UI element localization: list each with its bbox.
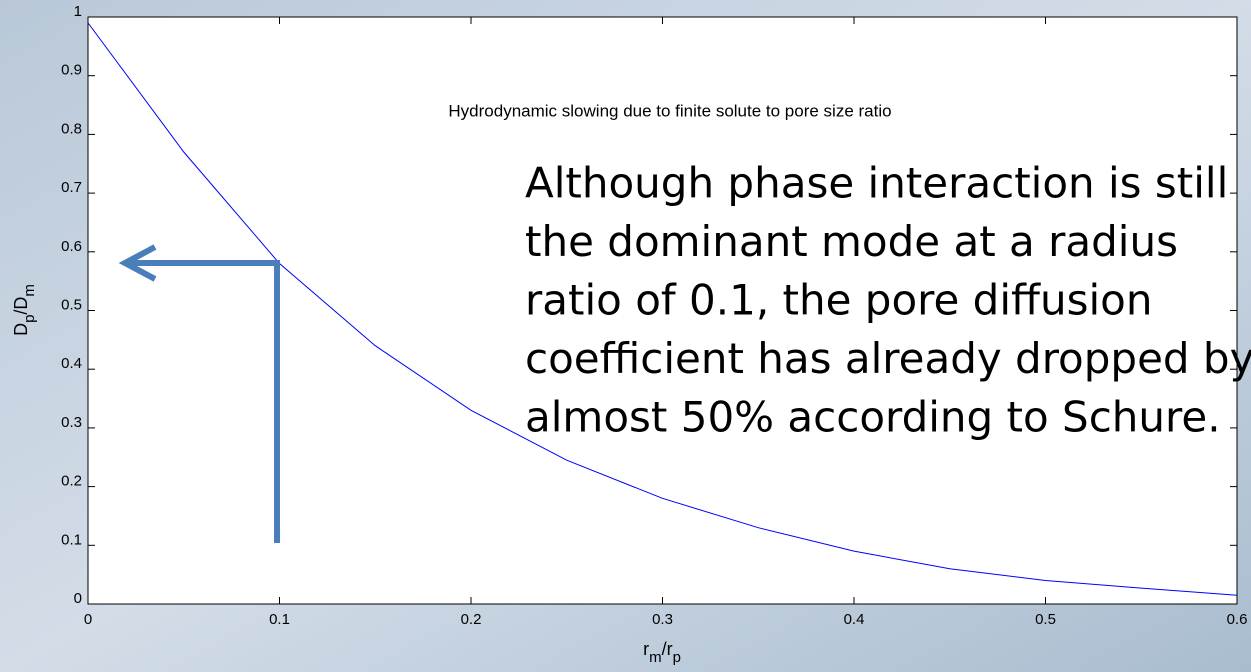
x-axis-label: rm/rp <box>643 639 681 666</box>
y-tick-label: 0.3 <box>61 414 82 431</box>
chart-title: Hydrodynamic slowing due to finite solut… <box>448 101 891 120</box>
annotation-line: Although phase interaction is still <box>525 159 1228 208</box>
chart-layer: 0 0.1 0.2 0.3 0.4 0.5 0.6 0 0.1 0.2 0.3 0.4 0.5 0.6 0.… <box>61 3 1247 628</box>
annotation-line: ratio of 0.1, the pore diffusion <box>525 276 1152 325</box>
arrow-head <box>118 244 157 282</box>
arrow <box>118 244 280 543</box>
annotation-line: almost 50% according to Schure. <box>525 393 1221 442</box>
y-tick-label: 0.6 <box>61 238 82 255</box>
x-tick-label: 0.2 <box>461 611 482 628</box>
y-tick-label: 1 <box>74 3 82 20</box>
annotation: Although phase interaction is still the d… <box>525 159 1251 442</box>
annotation-line: coefficient has already dropped by <box>525 334 1251 383</box>
x-tick-label: 0.5 <box>1035 611 1056 628</box>
y-tick-label: 0.7 <box>61 179 82 196</box>
y-axis-label: Dp/Dm <box>11 284 38 336</box>
x-label-sub: m <box>649 649 662 666</box>
arrow-line <box>130 260 280 543</box>
y-tick-label: 0.2 <box>61 473 82 490</box>
y-tick-label: 0.1 <box>61 531 82 548</box>
y-tick-label: 0.4 <box>61 355 82 372</box>
x-tick-label: 0.6 <box>1227 611 1248 628</box>
x-tick-label: 0.3 <box>652 611 673 628</box>
y-label-part: D <box>11 323 31 336</box>
y-tick-label: 0.5 <box>61 296 82 313</box>
y-label-part: /D <box>11 297 31 315</box>
y-label-sub: p <box>21 315 38 323</box>
y-tick-label: 0 <box>74 590 82 607</box>
y-tick-label: 0.8 <box>61 120 82 137</box>
x-label-part: r <box>643 639 649 659</box>
x-tick-label: 0 <box>84 611 92 628</box>
y-tick-label: 0.9 <box>61 62 82 79</box>
x-label-part: /r <box>662 639 673 659</box>
x-label-sub: p <box>673 649 681 666</box>
x-tick-label: 0.1 <box>269 611 290 628</box>
x-tick-label: 0.4 <box>844 611 865 628</box>
annotation-line: the dominant mode at a radius <box>525 217 1178 266</box>
y-label-sub: m <box>21 284 38 297</box>
